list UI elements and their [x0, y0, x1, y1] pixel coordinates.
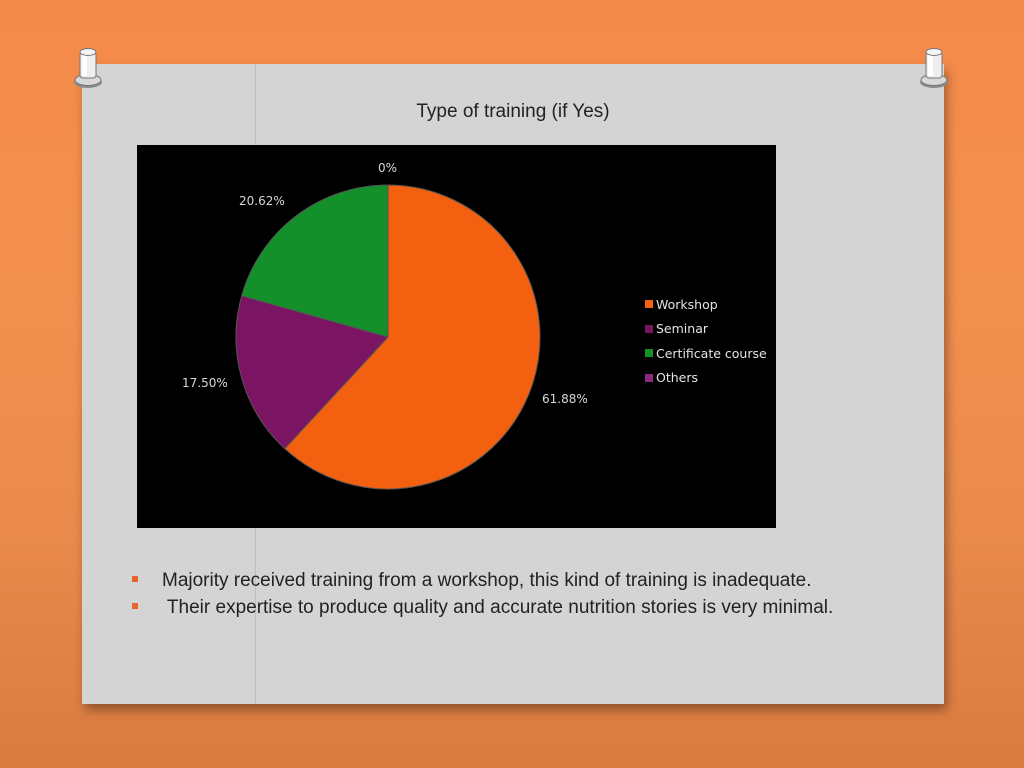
legend-item-seminar: Seminar	[645, 317, 767, 342]
legend-swatch-others	[645, 373, 653, 382]
pie-chart-svg	[235, 184, 541, 490]
bullet-text: Their expertise to produce quality and a…	[162, 597, 834, 618]
legend-label-seminar: Seminar	[656, 321, 708, 337]
pushpin-right-icon	[920, 48, 948, 88]
legend-item-others: Others	[645, 366, 767, 391]
legend-item-certificate-course: Certificate course	[645, 341, 767, 366]
data-label-certificate-course: 20.62%	[239, 194, 285, 208]
slide-title: Type of training (if Yes)	[416, 101, 610, 122]
legend-label-certificate-course: Certificate course	[656, 345, 767, 361]
legend-label-workshop: Workshop	[656, 296, 718, 312]
bullet-list: Majority received training from a worksh…	[130, 570, 930, 624]
bullet-item: Majority received training from a worksh…	[130, 570, 930, 597]
legend-item-workshop: Workshop	[645, 292, 767, 317]
data-label-workshop: 61.88%	[542, 392, 588, 406]
pie-chart: 61.88% 17.50% 20.62% 0% Workshop Seminar…	[137, 145, 776, 528]
bullet-square-icon	[132, 576, 138, 582]
legend-label-others: Others	[656, 370, 699, 386]
pushpin-left-icon	[74, 48, 102, 88]
chart-legend: Workshop Seminar Certificate course Othe…	[645, 292, 767, 390]
legend-swatch-certificate-course	[645, 349, 653, 358]
legend-swatch-workshop	[645, 300, 653, 309]
legend-swatch-seminar	[645, 324, 653, 333]
pie-slice-seminar	[235, 295, 389, 450]
pie-slice-workshop	[284, 184, 541, 490]
bullet-square-icon	[132, 603, 138, 609]
data-label-others: 0%	[378, 161, 398, 175]
bullet-item: Their expertise to produce quality and a…	[130, 597, 930, 624]
bullet-text: Majority received training from a worksh…	[162, 570, 812, 591]
pie-slice-certificate-course	[241, 184, 389, 338]
data-label-seminar: 17.50%	[182, 376, 228, 390]
